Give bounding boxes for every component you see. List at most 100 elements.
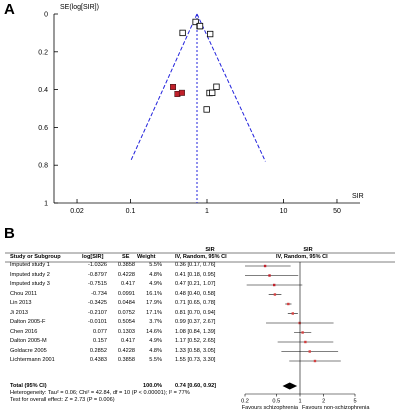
weight-value: 4.8% [149, 347, 162, 354]
log-sir-value: 0.2852 [89, 347, 107, 354]
study-name: Chen 2016 [10, 328, 38, 335]
study-name: Chou 2011 [10, 290, 37, 297]
col-header-ci: IV, Random, 95% CI [175, 254, 227, 260]
ci-value: 0.48 [0.40, 0.58] [175, 290, 216, 297]
col-header-logsir: log[SIR] [82, 254, 104, 260]
heterogeneity-text: Heterogeneity: Tau² = 0.06; Chi² = 42.84… [10, 390, 190, 396]
study-name: Dalton 2005-F [10, 319, 46, 325]
col-header-se: SE [122, 254, 130, 260]
open-study-point [207, 30, 214, 38]
col-header-weight: Weight [137, 254, 156, 260]
ci-value: 0.41 [0.18, 0.95] [175, 271, 216, 278]
open-study-point [203, 106, 210, 113]
funnel-y-tick-label: 0.8 [38, 163, 48, 170]
ci-value: 1.08 [0.84, 1.39] [175, 328, 216, 335]
funnel-x-tick-label: 50 [333, 208, 341, 215]
se-value: 0.3858 [117, 357, 135, 363]
funnel-right-limit [196, 13, 266, 162]
filled-study-point [178, 89, 185, 96]
forest-point [301, 331, 304, 334]
forest-total-diamond [282, 382, 298, 390]
forest-point [304, 340, 307, 344]
forest-point [313, 359, 317, 363]
forest-plot-graphics: 0.2 0.5 1 2 5 Favours schizophrenia Favours no… [5, 252, 395, 411]
funnel-x-tick-label: 0.02 [70, 208, 84, 215]
log-sir-value: -0.734 [91, 290, 107, 297]
forest-x-tick-label: 1 [298, 399, 301, 405]
open-study-point [179, 29, 186, 37]
forest-x-tick-label: 0.5 [272, 399, 280, 405]
forest-point [298, 321, 301, 325]
log-sir-value: -0.0101 [88, 319, 107, 325]
panel-b-letter: B [4, 225, 15, 242]
table-header-group-sir-left: SIR [205, 247, 215, 253]
open-study-point [209, 89, 216, 96]
study-name: Dalton 2005-M [10, 338, 47, 344]
funnel-left-limit [130, 13, 198, 162]
weight-value: 4.9% [149, 338, 162, 344]
favours-right-label: Favours non-schizophrenia [302, 405, 370, 411]
funnel-x-axis-label: SIR [352, 193, 364, 200]
weight-value: 14.6% [146, 328, 162, 335]
favours-left-label: Favours schizophrenia [242, 405, 299, 411]
ci-value: 1.55 [0.73, 3.30] [175, 357, 216, 363]
study-name: Lichtermann 2001 [10, 357, 55, 363]
ci-value: 0.99 [0.37, 2.67] [175, 319, 216, 325]
se-value: 0.1303 [117, 328, 135, 335]
open-study-point [196, 22, 204, 30]
log-sir-value: -0.2107 [88, 309, 107, 316]
forest-point [291, 312, 294, 315]
forest-point [268, 274, 271, 277]
open-study-point [213, 83, 220, 90]
se-value: 0.5054 [117, 319, 135, 325]
se-value: 0.3858 [117, 262, 135, 268]
weight-value: 16.1% [146, 290, 162, 297]
weight-value: 5.5% [149, 357, 162, 363]
funnel-y-tick-label: 1 [44, 201, 48, 208]
funnel-x-tick-label: 1 [205, 208, 209, 215]
ci-value: 1.33 [0.58, 3.05] [175, 347, 216, 354]
forest-x-tick-label: 0.2 [241, 399, 249, 405]
total-label: Total (95% CI) [10, 383, 47, 389]
funnel-y-tick-label: 0.6 [38, 125, 48, 132]
filled-study-point [170, 84, 177, 90]
weight-value: 17.9% [146, 300, 162, 306]
overall-effect-text: Test for overall effect: Z = 2.73 (P = 0… [10, 397, 115, 403]
forest-x-tick-label: 5 [353, 399, 356, 405]
se-value: 0.0484 [117, 300, 135, 306]
funnel-x-tick-label: 0.1 [126, 208, 136, 215]
open-study-point [192, 18, 199, 26]
col-header-forest: IV, Random, 95% CI [276, 254, 328, 260]
se-value: 0.0991 [117, 290, 135, 297]
col-header-study: Study or Subgroup [10, 254, 61, 260]
forest-point [272, 283, 276, 287]
study-name: Imputed study 2 [10, 271, 50, 278]
weight-value: 4.9% [149, 281, 162, 287]
forest-x-tick-label: 2 [322, 399, 325, 405]
funnel-y-tick-label: 0.2 [38, 49, 48, 56]
log-sir-value: 0.077 [93, 328, 107, 335]
study-name: Lin 2013 [10, 300, 32, 306]
ci-value: 1.17 [0.52, 2.65] [175, 338, 216, 344]
forest-point [308, 350, 311, 353]
funnel-plot: 0 0.2 0.4 0.6 0.8 1 0.02 0.1 1 10 50 SE(log[SIR]) SI… [38, 4, 364, 215]
se-value: 0.0752 [117, 309, 135, 316]
weight-value: 17.1% [146, 309, 162, 316]
forest-point [287, 302, 290, 306]
weight-value: 4.8% [149, 271, 162, 278]
se-value: 0.417 [121, 281, 135, 287]
forest-point [263, 264, 267, 268]
ci-value: 0.81 [0.70, 0.94] [175, 309, 216, 316]
funnel-y-axis-label: SE(log[SIR]) [60, 4, 99, 11]
ci-value: 0.36 [0.17, 0.76] [175, 262, 216, 268]
log-sir-value: -0.7515 [88, 281, 107, 287]
weight-value: 5.5% [149, 262, 162, 268]
funnel-x-tick-label: 10 [280, 208, 288, 215]
funnel-y-tick-label: 0 [44, 12, 48, 19]
total-weight: 100.0% [143, 383, 162, 389]
study-name: Imputed study 3 [10, 281, 50, 287]
se-value: 0.4228 [117, 347, 135, 354]
se-value: 0.4228 [117, 271, 135, 278]
forest-point [273, 293, 277, 296]
weight-value: 3.7% [149, 319, 162, 325]
